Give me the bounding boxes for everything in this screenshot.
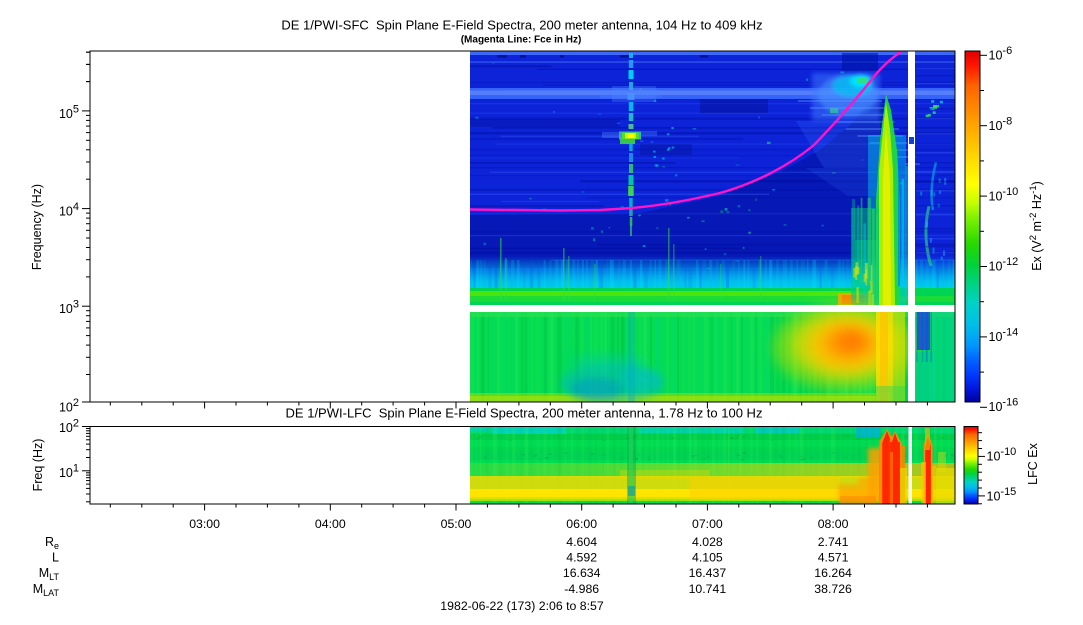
svg-text:4.105: 4.105 [692, 551, 723, 565]
svg-text:(Magenta Line: Fce in Hz): (Magenta Line: Fce in Hz) [461, 35, 582, 46]
svg-text:Ex (V2 m-2 Hz-1): Ex (V2 m-2 Hz-1) [1028, 181, 1044, 271]
svg-text:16.264: 16.264 [814, 566, 852, 580]
svg-text:Frequency (Hz): Frequency (Hz) [30, 184, 44, 270]
svg-text:4.592: 4.592 [566, 551, 597, 565]
svg-text:03:00: 03:00 [189, 517, 220, 531]
svg-text:05:00: 05:00 [441, 517, 472, 531]
svg-text:16.634: 16.634 [563, 566, 601, 580]
svg-text:07:00: 07:00 [692, 517, 723, 531]
svg-text:10.741: 10.741 [689, 582, 727, 596]
svg-text:-4.986: -4.986 [564, 582, 599, 596]
svg-text:DE 1/PWI-SFC Spin Plane E-Fie: DE 1/PWI-SFC Spin Plane E-Field Spectra,… [281, 18, 762, 33]
svg-text:L: L [52, 551, 59, 565]
svg-text:04:00: 04:00 [315, 517, 346, 531]
svg-text:2.741: 2.741 [818, 535, 849, 549]
svg-text:38.726: 38.726 [814, 582, 852, 596]
svg-text:DE 1/PWI-LFC Spin Plane E-Fie: DE 1/PWI-LFC Spin Plane E-Field Spectra,… [286, 406, 763, 421]
svg-text:06:00: 06:00 [566, 517, 597, 531]
svg-text:08:00: 08:00 [818, 517, 849, 531]
svg-text:4.028: 4.028 [692, 535, 723, 549]
svg-text:1982-06-22 (173) 2:06 to 8:57: 1982-06-22 (173) 2:06 to 8:57 [440, 599, 604, 613]
svg-text:LFC Ex: LFC Ex [1026, 442, 1040, 484]
svg-text:16.437: 16.437 [689, 566, 727, 580]
svg-text:Freq (Hz): Freq (Hz) [31, 439, 45, 492]
svg-text:4.604: 4.604 [566, 535, 597, 549]
svg-text:4.571: 4.571 [818, 551, 849, 565]
